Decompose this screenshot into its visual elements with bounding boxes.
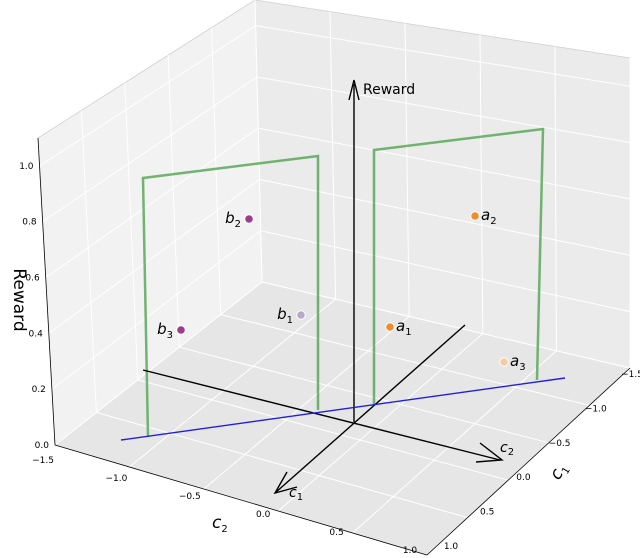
grid-line (42, 76, 631, 223)
reward-arrow-label: Reward (363, 82, 415, 98)
c1-tick-label: −1.0 (585, 404, 607, 414)
grid-line (39, 25, 631, 167)
c2-tick-label: −1.5 (32, 456, 54, 466)
c2-tick-label: −0.5 (179, 492, 201, 502)
grid-line (129, 298, 336, 468)
reward-tick-label: 0.0 (35, 441, 50, 451)
point-label-b3: b3 (157, 320, 173, 341)
reward-axis-line (37, 137, 56, 446)
reward-tick-label: 0.6 (25, 274, 40, 284)
grid-line (54, 281, 631, 446)
reward-tick-label: 0.4 (28, 329, 43, 339)
c2-arrowhead (475, 442, 504, 463)
overlay-axes (142, 79, 504, 495)
c1-tick-label: 1.0 (444, 542, 459, 552)
blue-decision-line (120, 377, 566, 441)
green-surface-right (372, 127, 545, 404)
grid-line (137, 379, 509, 481)
point-b2: b2 (225, 209, 254, 230)
point-marker-b3 (176, 325, 186, 335)
overlay-c2-axis (142, 369, 501, 461)
point-a3: a3 (499, 352, 526, 373)
point-a2: a2 (470, 206, 497, 227)
c2-tick-label: 0.0 (256, 510, 271, 520)
reward-axis-label: Reward (9, 268, 29, 331)
point-label-a2: a2 (481, 206, 497, 227)
reward-tick-label: 0.2 (32, 385, 46, 395)
grid-line (167, 55, 180, 348)
tick-labels: 0.0 0.2 0.4 0.6 0.8 1.0 −1.5 −1.0 −0.5 0.0 0.5 1.0 −… (19, 162, 640, 556)
grid-line (179, 346, 549, 444)
c1-tick-label: 0.5 (480, 508, 494, 518)
c2-tick-label: 1.0 (403, 546, 418, 556)
grid-line (254, 0, 263, 283)
grid-line (48, 178, 631, 334)
reward-tick-label: 1.0 (19, 162, 34, 172)
point-marker-b1 (296, 310, 306, 320)
c2-arrow-label: c2 (500, 440, 514, 458)
grid-line (220, 314, 590, 406)
green-stems (141, 127, 545, 438)
point-marker-a1 (385, 322, 395, 332)
grid-line (404, 23, 410, 317)
grid-line (96, 411, 468, 519)
point-marker-a3 (499, 357, 509, 367)
c1-arrowhead (273, 471, 298, 495)
grid-line (80, 110, 97, 413)
point-label-a3: a3 (510, 352, 526, 373)
c1-tick-label: 0.0 (516, 473, 531, 483)
c2-axis-label: c2 (212, 513, 228, 535)
grid-line (479, 34, 484, 334)
c1-arrow-label: c1 (289, 485, 303, 503)
reward-tick-label: 0.8 (22, 218, 37, 228)
grid-line (211, 27, 222, 315)
grid-line (124, 82, 139, 380)
grid-line (277, 333, 484, 512)
point-label-b1: b1 (277, 305, 293, 326)
c2-tick-label: 0.5 (329, 528, 343, 538)
point-label-a1: a1 (396, 317, 412, 338)
point-b3: b3 (157, 320, 186, 341)
point-marker-a2 (470, 211, 480, 221)
point-b1: b1 (277, 305, 306, 326)
reward-arrowhead (348, 79, 360, 101)
c2-tick-label: −1.0 (105, 474, 127, 484)
grid-line (45, 127, 631, 278)
c1-tick-label: −1.5 (621, 370, 640, 380)
grid-line (51, 230, 631, 390)
c2-axis-line (54, 444, 428, 556)
grid-line (329, 11, 337, 300)
point-label-b2: b2 (225, 209, 241, 230)
point-marker-b2 (244, 214, 254, 224)
overlay-c1-axis (274, 324, 466, 494)
grid-line (554, 46, 557, 351)
grid-line (352, 350, 557, 534)
c1-axis-label: c1 (546, 460, 573, 485)
c1-axis-line (426, 367, 631, 556)
c1-tick-label: −0.5 (549, 439, 571, 449)
scatter-points: b2 b3 b1 a1 a2 a3 (157, 206, 525, 373)
point-a1: a1 (385, 317, 412, 338)
green-surface-left (141, 154, 320, 438)
